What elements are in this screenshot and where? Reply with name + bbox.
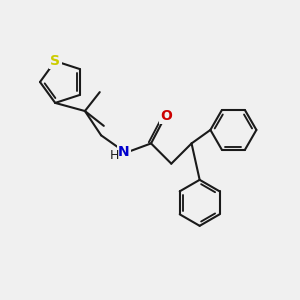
Text: O: O	[160, 109, 172, 123]
Text: N: N	[118, 145, 130, 158]
Text: H: H	[110, 149, 119, 162]
Text: S: S	[50, 54, 60, 68]
